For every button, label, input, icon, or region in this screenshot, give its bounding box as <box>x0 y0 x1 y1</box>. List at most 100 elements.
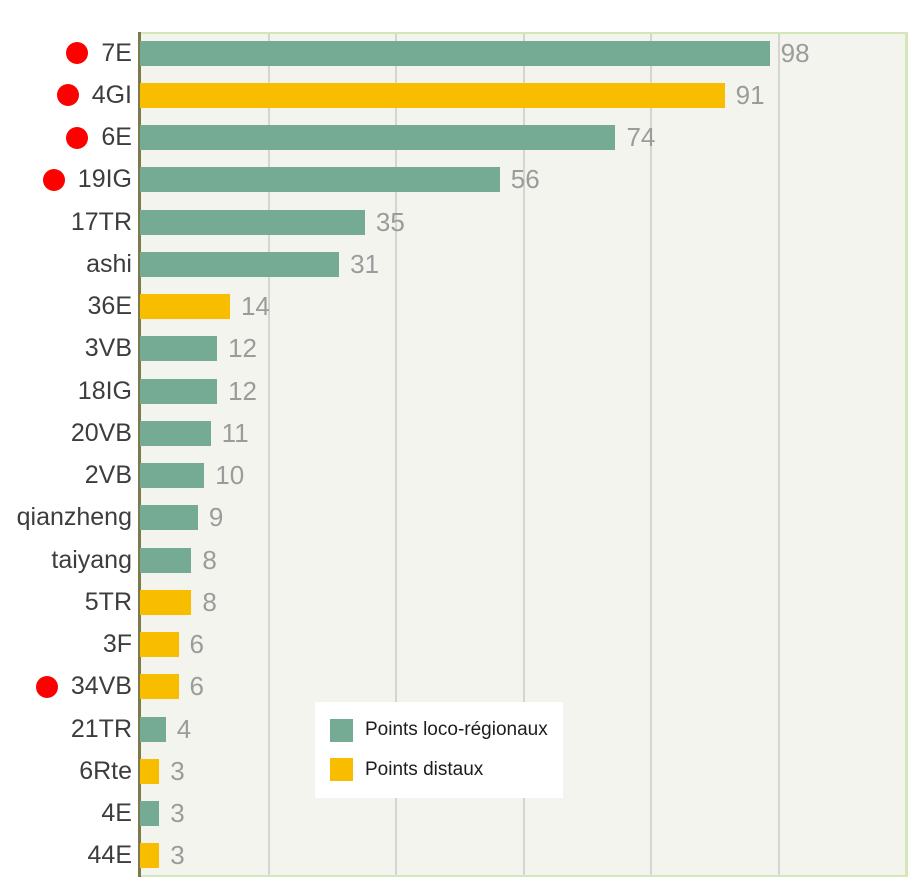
category-label-cell: 7E <box>0 39 140 68</box>
category-label: 3VB <box>84 334 132 363</box>
value-label: 6 <box>189 671 205 702</box>
category-label-cell: 2VB <box>0 461 140 490</box>
chart-row-21TR: 21TR 4 <box>0 708 911 750</box>
legend-item-distal: Points distaux <box>330 758 563 782</box>
category-label: 4E <box>101 799 132 828</box>
value-label: 91 <box>735 79 765 110</box>
category-label: 18IG <box>77 376 132 405</box>
red-dot-marker-icon <box>42 168 65 191</box>
chart-row-3VB: 3VB 12 <box>0 328 911 370</box>
bar-track: 3 <box>140 750 911 792</box>
bar-rows: 7E 98 4GI 91 6E 74 19IG 56 17TR 35 ashi 31 36E 14 3VB 1… <box>0 32 911 877</box>
red-dot-marker-icon <box>66 42 89 65</box>
category-label: 6Rte <box>79 756 132 785</box>
value-label: 3 <box>170 798 185 829</box>
category-label-cell: 4GI <box>0 81 140 110</box>
bar-track: 4 <box>140 708 911 750</box>
gridline-x-20 <box>267 34 270 875</box>
bar-distal <box>140 294 230 320</box>
value-label: 35 <box>375 206 405 237</box>
category-label-cell: 20VB <box>0 419 140 448</box>
gridline-x-60 <box>522 34 525 875</box>
bar-track: 11 <box>140 412 911 454</box>
bar-track: 98 <box>140 32 911 74</box>
category-label: 34VB <box>70 672 132 701</box>
value-label: 3 <box>170 755 185 786</box>
bar-track: 35 <box>140 201 911 243</box>
category-label: 4GI <box>91 80 132 109</box>
category-label: 17TR <box>70 207 132 236</box>
bar-loco-regional <box>140 209 365 235</box>
y-axis-line <box>138 32 141 877</box>
bar-loco-regional <box>140 463 205 489</box>
category-label-cell: 17TR <box>0 208 140 237</box>
bar-track: 56 <box>140 159 911 201</box>
legend-label-distal: Points distaux <box>365 758 484 780</box>
gridline-x-100 <box>777 34 780 875</box>
category-label-cell: 34VB <box>0 672 140 701</box>
red-dot-marker-icon <box>66 126 89 149</box>
legend-swatch-loco-regional-icon <box>330 718 353 742</box>
bar-loco-regional <box>140 547 192 573</box>
category-label: 6E <box>101 123 132 152</box>
bar-loco-regional <box>140 167 500 193</box>
bar-track: 8 <box>140 539 911 581</box>
chart-row-3F: 3F 6 <box>0 624 911 666</box>
category-label: ashi <box>86 249 132 278</box>
category-label: qianzheng <box>16 503 132 532</box>
bar-loco-regional <box>140 125 616 151</box>
value-label: 56 <box>510 164 540 195</box>
bar-track: 3 <box>140 793 911 835</box>
value-label: 12 <box>228 375 258 406</box>
category-label: taiyang <box>51 545 132 574</box>
chart-row-18IG: 18IG 12 <box>0 370 911 412</box>
bar-track: 8 <box>140 581 911 623</box>
category-label: 20VB <box>70 418 132 447</box>
legend-item-loco-regional: Points loco-régionaux <box>330 718 563 742</box>
bar-distal <box>140 843 160 869</box>
category-label: 19IG <box>77 165 132 194</box>
category-label-cell: 18IG <box>0 377 140 406</box>
bar-track: 91 <box>140 74 911 116</box>
bar-track: 3 <box>140 835 911 877</box>
category-label-cell: qianzheng <box>0 503 140 532</box>
category-label-cell: 3VB <box>0 334 140 363</box>
bar-loco-regional <box>140 505 198 531</box>
value-label: 98 <box>780 37 810 68</box>
chart-row-4E: 4E 3 <box>0 793 911 835</box>
value-label: 6 <box>189 629 205 660</box>
value-label: 10 <box>215 460 245 491</box>
chart-row-taiyang: taiyang 8 <box>0 539 911 581</box>
bar-track: 6 <box>140 624 911 666</box>
value-label: 11 <box>221 417 249 448</box>
category-label-cell: 44E <box>0 841 140 870</box>
bar-track: 10 <box>140 455 911 497</box>
bar-loco-regional <box>140 420 211 446</box>
bar-distal <box>140 82 725 108</box>
value-label: 31 <box>350 248 380 279</box>
bar-loco-regional <box>140 716 166 742</box>
bar-distal <box>140 674 179 700</box>
category-label-cell: ashi <box>0 250 140 279</box>
category-label-cell: 21TR <box>0 715 140 744</box>
red-dot-marker-icon <box>35 675 58 698</box>
bar-track: 6 <box>140 666 911 708</box>
chart-row-2VB: 2VB 10 <box>0 455 911 497</box>
chart-row-44E: 44E 3 <box>0 835 911 877</box>
value-label: 8 <box>202 544 217 575</box>
category-label-cell: 4E <box>0 799 140 828</box>
category-label-cell: 19IG <box>0 165 140 194</box>
value-label: 8 <box>202 586 217 617</box>
bar-track: 14 <box>140 286 911 328</box>
chart-row-36E: 36E 14 <box>0 286 911 328</box>
value-label: 9 <box>208 502 224 533</box>
bar-loco-regional <box>140 378 218 404</box>
bar-track: 12 <box>140 328 911 370</box>
value-label: 12 <box>228 333 258 364</box>
bar-track: 74 <box>140 117 911 159</box>
bar-loco-regional <box>140 801 160 827</box>
chart-row-5TR: 5TR 8 <box>0 581 911 623</box>
bar-distal <box>140 632 179 658</box>
category-label-cell: 3F <box>0 630 140 659</box>
